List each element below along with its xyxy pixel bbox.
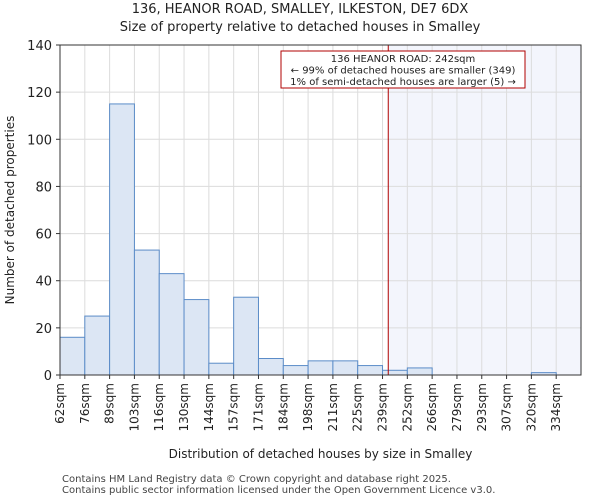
y-tick-label: 140 [27,39,52,54]
x-tick-label: 103sqm [127,383,141,431]
x-tick-label: 144sqm [202,383,216,431]
y-axis-label: Number of detached properties [3,116,17,305]
y-tick-label: 40 [35,275,52,290]
x-tick-label: 116sqm [152,383,166,431]
bar [133,249,160,376]
x-tick-label: 225sqm [351,383,365,431]
x-tick-label: 334sqm [549,383,563,431]
x-tick-label: 279sqm [450,383,464,431]
x-tick-label: 307sqm [500,383,514,431]
annotation-box [280,50,526,89]
x-tick-label: 320sqm [524,383,538,431]
footer-copyright: Contains HM Land Registry data © Crown c… [62,474,451,485]
x-tick-label: 239sqm [376,383,390,431]
bar [158,273,185,376]
annotation-line: 136 HEANOR ROAD: 242sqm [331,54,476,65]
annotation-line: ← 99% of detached houses are smaller (34… [291,66,516,77]
x-tick-label: 198sqm [301,383,315,431]
bar [406,367,433,376]
y-tick-label: 60 [35,228,52,243]
y-tick-label: 120 [27,86,52,101]
x-tick-label: 76sqm [78,383,92,424]
bar [183,299,210,376]
bar [332,360,359,376]
bar [282,365,309,376]
plot-frame [59,44,582,376]
bar [257,358,284,376]
annotation-line: 1% of semi-detached houses are larger (5… [290,77,516,88]
x-tick-label: 89sqm [103,383,117,424]
x-tick-label: 130sqm [177,383,191,431]
bar [84,315,111,376]
x-tick-label: 171sqm [251,383,265,431]
chart-title: 136, HEANOR ROAD, SMALLEY, ILKESTON, DE7… [131,2,469,17]
x-tick-label: 211sqm [326,383,340,431]
x-axis-label: Distribution of detached houses by size … [169,447,473,461]
bar [307,360,334,376]
bar [59,336,86,376]
y-tick-label: 20 [35,322,52,337]
y-tick-label: 80 [35,180,52,195]
x-tick-label: 252sqm [400,383,414,431]
highlight-region [388,45,581,375]
bar [357,365,384,376]
y-tick-label: 100 [27,133,52,148]
bar [233,296,259,376]
chart-subtitle: Size of property relative to detached ho… [119,20,481,35]
y-tick-label: 0 [44,369,52,384]
x-tick-label: 184sqm [276,383,290,431]
bar [208,362,235,376]
footer-licence: Contains public sector information licen… [62,485,496,496]
bar [109,103,135,376]
x-tick-label: 266sqm [425,383,439,431]
x-tick-label: 293sqm [475,383,489,431]
x-tick-label: 157sqm [227,383,241,431]
bar [382,369,408,376]
x-tick-label: 62sqm [53,383,67,424]
